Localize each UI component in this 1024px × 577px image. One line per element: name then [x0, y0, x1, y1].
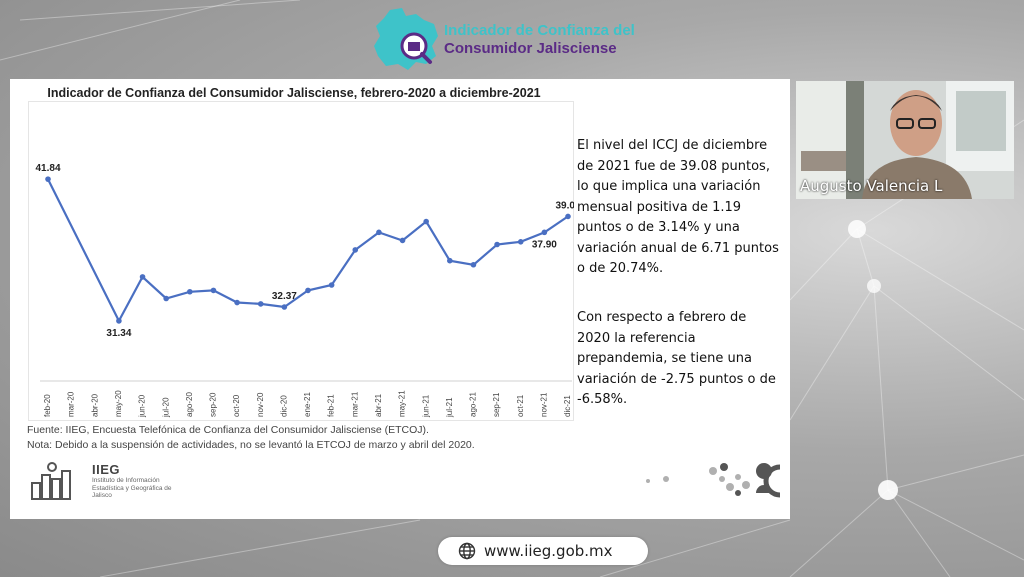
- data-point-dic-20: [281, 304, 288, 310]
- jalisco-map-icon: [374, 8, 438, 70]
- data-point-sep-20: [210, 287, 217, 294]
- decorative-dots: [646, 463, 781, 498]
- summary-paragraph-2: Con respecto a febrero de 2020 la refere…: [577, 310, 776, 407]
- x-tick-label-jul-21: jul-21: [445, 397, 454, 418]
- website-url-badge: www.iieg.gob.mx: [438, 537, 648, 565]
- presentation-slide: Indicador de Confianza del Consumidor Ja…: [10, 79, 790, 519]
- logo-title-line1: Indicador de Confianza del: [444, 22, 635, 39]
- data-point-abr-21: [376, 229, 382, 236]
- iieg-building-icon: [31, 462, 71, 500]
- globe-icon: [458, 542, 476, 560]
- data-label-nov-21: 37.90: [532, 239, 557, 250]
- footnote-source: Fuente: IIEG, Encuesta Telefónica de Con…: [27, 424, 429, 436]
- x-tick-label-jun-21: jun-21: [421, 394, 430, 418]
- x-tick-label-sep-20: sep-20: [209, 392, 218, 417]
- series-line: [47, 178, 569, 324]
- participant-video-tile[interactable]: Augusto Valencia L: [796, 81, 1014, 199]
- x-tick-label-abr-20: abr-20: [90, 393, 99, 417]
- data-point-ene-21: [305, 287, 311, 294]
- data-point-feb-21: [328, 282, 335, 288]
- data-point-sep-21: [494, 241, 500, 248]
- x-tick-label-oct-20: oct-20: [232, 394, 241, 417]
- summary-paragraph-1: El nivel del ICCJ de diciembre de 2021 f…: [577, 138, 779, 276]
- chart-title: Indicador de Confianza del Consumidor Ja…: [47, 86, 541, 100]
- x-tick-label-abr-21: abr-21: [374, 393, 383, 417]
- x-tick-label-may-20: may-20: [114, 390, 123, 417]
- x-tick-label-mar-20: mar-20: [67, 391, 76, 417]
- x-tick-label-mar-21: mar-21: [350, 391, 359, 417]
- data-point-jun-20: [139, 274, 146, 280]
- chart-frame: [28, 101, 574, 421]
- logo-title-line2: Consumidor Jalisciense: [444, 40, 617, 57]
- x-tick-label-oct-21: oct-21: [516, 394, 525, 417]
- data-point-jul-21: [447, 257, 453, 264]
- x-tick-label-ago-21: ago-21: [469, 392, 478, 417]
- data-label-feb-20: 41.84: [35, 163, 60, 174]
- data-point-jul-20: [163, 295, 169, 302]
- data-point-feb-20: [45, 176, 51, 182]
- data-point-oct-20: [234, 299, 240, 306]
- participant-name: Augusto Valencia L: [800, 177, 943, 195]
- website-url: www.iieg.gob.mx: [484, 542, 613, 560]
- iieg-logo-title: IIEG: [92, 462, 121, 477]
- x-tick-label-nov-21: nov-21: [539, 392, 548, 417]
- x-tick-label-may-21: may-21: [398, 390, 407, 417]
- x-tick-label-jul-20: jul-20: [161, 397, 170, 418]
- x-tick-label-ago-20: ago-20: [185, 392, 194, 417]
- data-label-dic-20: 32.37: [272, 291, 297, 302]
- iieg-logo: IIEG Instituto de Información Estadístic…: [30, 461, 200, 501]
- x-tick-label-ene-21: ene-21: [303, 392, 312, 417]
- data-point-may-21: [399, 237, 406, 244]
- x-tick-label-feb-20: feb-20: [43, 394, 52, 417]
- data-point-may-20: [116, 318, 122, 324]
- data-point-dic-21: [565, 213, 571, 220]
- x-tick-label-dic-20: dic-20: [279, 395, 288, 417]
- data-point-ago-20: [187, 288, 193, 295]
- data-point-jun-21: [423, 218, 429, 225]
- data-point-mar-21: [352, 247, 359, 253]
- participant-video-feed: [796, 81, 1014, 199]
- line-chart: 41.84 31.34 32.37 37.90 39.08 feb-20 mar-20 abr…: [35, 163, 574, 418]
- x-tick-label-jun-20: jun-20: [138, 394, 147, 418]
- data-point-nov-20: [257, 301, 264, 307]
- data-point-nov-21: [541, 229, 548, 236]
- x-tick-label-nov-20: nov-20: [256, 392, 265, 417]
- header-logo: Indicador de Confianza del Consumidor Ja…: [372, 6, 672, 72]
- data-label-dic-21: 39.08: [555, 200, 574, 211]
- x-tick-label-dic-21: dic-21: [563, 395, 572, 417]
- data-point-oct-21: [517, 239, 524, 245]
- iieg-logo-subtitle: Instituto de Información Estadística y G…: [92, 477, 172, 499]
- data-label-may-20: 31.34: [106, 328, 131, 339]
- data-point-ago-21: [470, 261, 477, 268]
- x-tick-label-feb-21: feb-21: [327, 394, 336, 417]
- footnote-note: Nota: Debido a la suspensión de activida…: [27, 439, 475, 451]
- x-tick-label-sep-21: sep-21: [492, 392, 501, 417]
